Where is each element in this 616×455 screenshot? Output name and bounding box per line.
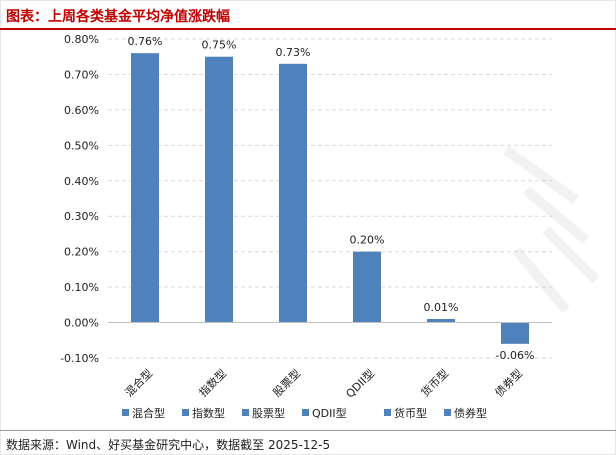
legend-label: 指数型 — [192, 406, 225, 420]
bar — [205, 56, 233, 323]
bar — [279, 63, 307, 323]
x-tick-label: QDII型 — [343, 366, 377, 400]
data-label: 0.75% — [202, 39, 237, 52]
y-tick-label: 0.50% — [64, 139, 99, 152]
legend-label: 股票型 — [252, 406, 285, 420]
data-label: -0.06% — [496, 349, 535, 362]
x-tick-label: 混合型 — [122, 366, 155, 399]
y-tick-label: 0.30% — [64, 210, 99, 223]
legend-swatch — [444, 409, 451, 416]
data-label: 0.76% — [128, 35, 163, 48]
title-bar: 图表：上周各类基金平均净值涨跌幅 — [0, 0, 616, 30]
x-tick-label: 货币型 — [418, 366, 451, 399]
y-tick-label: 0.00% — [64, 317, 99, 330]
legend-label: QDII型 — [312, 406, 347, 420]
y-tick-label: 0.60% — [64, 104, 99, 117]
data-label: 0.20% — [350, 234, 385, 247]
legend-swatch — [384, 409, 391, 416]
x-tick-label: 股票型 — [270, 366, 303, 399]
bar — [501, 322, 529, 344]
legend-swatch — [182, 409, 189, 416]
y-tick-label: 0.40% — [64, 175, 99, 188]
legend-label: 货币型 — [394, 406, 427, 420]
legend-swatch — [302, 409, 309, 416]
bar — [427, 319, 455, 323]
source-bar: 数据来源：Wind、好买基金研究中心，数据截至 2025-12-5 — [0, 430, 616, 455]
x-tick-label: 指数型 — [196, 366, 229, 399]
y-tick-label: 0.20% — [64, 246, 99, 259]
legend-swatch — [122, 409, 129, 416]
legend-swatch — [242, 409, 249, 416]
data-label: 0.73% — [276, 46, 311, 59]
legend-label: 混合型 — [132, 406, 165, 420]
y-tick-label: 0.80% — [64, 33, 99, 46]
bar — [353, 251, 381, 323]
source-note: 数据来源：Wind、好买基金研究中心，数据截至 2025-12-5 — [6, 438, 331, 452]
y-tick-label: 0.10% — [64, 281, 99, 294]
y-tick-label: 0.70% — [64, 68, 99, 81]
chart-title: 图表：上周各类基金平均净值涨跌幅 — [6, 9, 230, 25]
x-tick-label: 债券型 — [492, 366, 525, 399]
y-tick-label: -0.10% — [60, 352, 99, 365]
bar — [131, 53, 159, 323]
bar-chart: -0.10% 0.00% 0.10% 0.20% 0.30% 0.40% 0.50% 0.60… — [60, 33, 552, 420]
data-label: 0.01% — [424, 301, 459, 314]
legend-label: 债券型 — [454, 406, 487, 420]
